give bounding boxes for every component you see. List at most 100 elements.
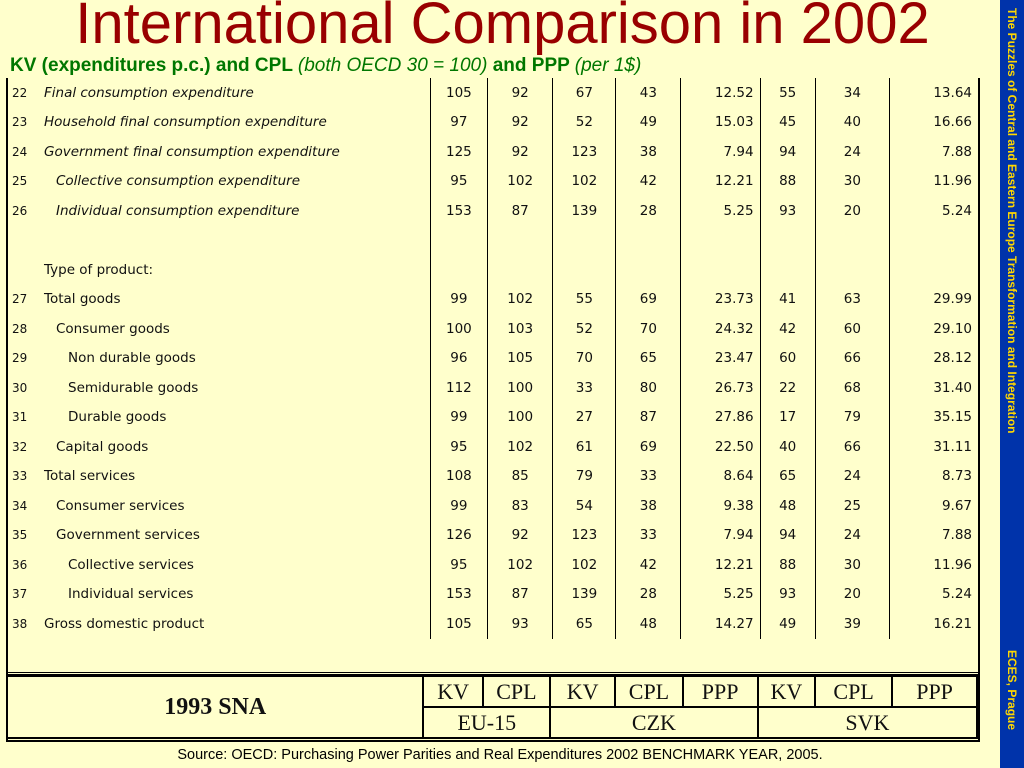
value-cell: 30 (814, 166, 890, 196)
value-cell: 87 (615, 402, 681, 432)
value-cell: 63 (814, 284, 890, 314)
value-cell (487, 255, 553, 285)
value-cell: 100 (487, 402, 553, 432)
sidebar-institution: ECES, Prague (1005, 650, 1019, 731)
row-label: Government services (56, 527, 200, 544)
value-cell: 80 (615, 373, 681, 403)
row-number: 35 (12, 528, 28, 543)
value-cell: 22 (759, 373, 816, 403)
table-header: 1993 SNA KV CPL KV CPL PPP KV CPL PPP EU… (8, 672, 979, 743)
value-cell (615, 255, 681, 285)
row-label-cell: 24 Government final consumption expenditu… (8, 137, 430, 167)
value-cell: 9.67 (889, 491, 978, 521)
row-number: 33 (12, 469, 28, 484)
sidebar-banner: The Puzzles of Central and Eastern Europ… (1000, 0, 1024, 768)
row-label-cell: 35 Government services (8, 521, 430, 551)
row-number: 24 (12, 144, 28, 159)
value-cell: 35.15 (889, 402, 978, 432)
table-row: 27 Total goods 99 102 55 69 23.73 41 63 29.99 (8, 284, 978, 314)
value-cell: 13.64 (889, 78, 978, 108)
col-header: KV (422, 675, 484, 708)
value-cell: 70 (552, 343, 616, 373)
table-row: 24 Government final consumption expenditu… (8, 137, 978, 167)
table-row: 22 Final consumption expenditure 105 92 67 43… (8, 78, 978, 108)
row-label-cell: 22 Final consumption expenditure (8, 78, 430, 108)
value-cell: 28 (615, 579, 681, 609)
value-cell: 14.27 (680, 609, 761, 639)
row-label-cell: 25 Collective consumption expenditure (8, 167, 430, 197)
value-cell (429, 225, 488, 255)
row-label-cell: 26 Individual consumption expenditure (8, 196, 430, 226)
row-number: 25 (12, 174, 28, 189)
value-cell: 102 (552, 550, 616, 580)
value-cell: 7.94 (680, 137, 761, 167)
subtitle-part-3: and PPP (492, 55, 575, 76)
value-cell: 48 (759, 491, 816, 521)
row-label-cell: 31 Durable goods (8, 403, 430, 433)
group-header: CZK (549, 706, 759, 739)
value-cell: 105 (429, 609, 488, 639)
value-cell: 8.64 (680, 461, 761, 491)
value-cell: 12.52 (680, 78, 761, 108)
value-cell: 60 (759, 343, 816, 373)
value-cell: 9.38 (680, 491, 761, 521)
value-cell: 103 (487, 314, 553, 344)
value-cell: 99 (429, 491, 488, 521)
value-cell: 8.73 (889, 461, 978, 491)
value-cell: 100 (487, 373, 553, 403)
value-cell: 92 (487, 520, 553, 550)
value-cell: 67 (552, 78, 616, 108)
value-cell: 16.21 (889, 609, 978, 639)
group-header: EU-15 (422, 706, 552, 739)
value-cell: 24.32 (680, 314, 761, 344)
value-cell: 12.21 (680, 550, 761, 580)
value-cell: 43 (615, 78, 681, 108)
col-header: PPP (681, 675, 759, 708)
value-cell: 29.10 (889, 314, 978, 344)
value-cell: 93 (487, 609, 553, 639)
value-cell: 66 (814, 343, 890, 373)
col-header: PPP (891, 675, 978, 708)
value-cell: 28 (615, 196, 681, 226)
value-cell (759, 225, 816, 255)
value-cell: 33 (615, 461, 681, 491)
col-header: CPL (614, 675, 684, 708)
table-row: 30 Semidurable goods 112 100 33 80 26.73 22 68 31… (8, 373, 978, 403)
row-label-cell: 30 Semidurable goods (8, 373, 430, 403)
value-cell: 27 (552, 402, 616, 432)
value-cell: 126 (429, 520, 488, 550)
value-cell: 55 (759, 78, 816, 108)
value-cell (680, 255, 761, 285)
value-cell: 39 (814, 609, 890, 639)
table-row: 38 Gross domestic product 105 93 65 48 14.27 49… (8, 609, 978, 639)
value-cell: 33 (615, 520, 681, 550)
row-number: 22 (12, 85, 28, 100)
value-cell: 5.25 (680, 579, 761, 609)
value-cell: 49 (759, 609, 816, 639)
row-label: Household final consumption expenditure (44, 114, 327, 131)
sna-label: 1993 SNA (8, 675, 425, 739)
value-cell: 92 (487, 78, 553, 108)
value-cell: 102 (487, 550, 553, 580)
value-cell: 52 (552, 314, 616, 344)
row-label: Collective services (68, 556, 194, 573)
row-label-cell: 33 Total services (8, 462, 430, 492)
value-cell: 87 (487, 196, 553, 226)
row-number: 34 (12, 498, 28, 513)
row-label: Durable goods (68, 409, 167, 426)
value-cell (680, 225, 761, 255)
row-label-cell: 37 Individual services (8, 580, 430, 610)
row-number: 28 (12, 321, 28, 336)
row-label-cell: 38 Gross domestic product (8, 609, 430, 639)
row-label (38, 232, 44, 248)
value-cell: 100 (429, 314, 488, 344)
value-cell: 88 (759, 166, 816, 196)
value-cell: 99 (429, 402, 488, 432)
value-cell: 96 (429, 343, 488, 373)
value-cell: 11.96 (889, 550, 978, 580)
value-cell: 42 (615, 550, 681, 580)
value-cell: 102 (552, 166, 616, 196)
value-cell: 29.99 (889, 284, 978, 314)
row-number: 30 (12, 380, 28, 395)
value-cell: 92 (487, 137, 553, 167)
